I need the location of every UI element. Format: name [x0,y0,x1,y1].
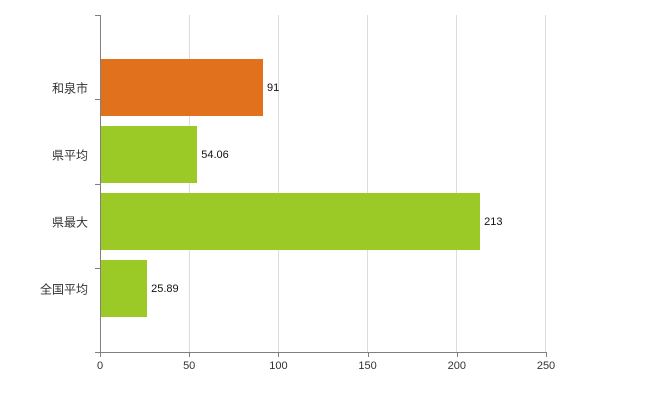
category-axis-labels: 和泉市県平均県最大全国平均 [0,15,94,352]
x-axis-tick-label: 150 [358,360,377,372]
x-axis-tick [189,352,191,357]
bar-value-label: 54.06 [201,148,229,161]
gridline [278,15,279,352]
x-axis-tick [456,352,458,357]
gridline [456,15,457,352]
value-axis-labels: 0 50 100 150 200 250 [96,352,555,378]
category-label: 県平均 [51,148,88,162]
bar-県最大 [101,193,481,250]
y-axis-tick [95,183,101,185]
gridline [545,15,546,352]
gridline [367,15,368,352]
bar-value-label: 91 [266,81,280,94]
x-axis-tick [278,352,280,357]
x-axis-tick-label: 250 [536,360,556,372]
gridline [189,15,190,352]
y-axis-tick [95,352,101,353]
x-axis-tick-label: 50 [183,360,196,372]
plot-area: 91 54.06 213 25.89 [95,15,546,353]
x-axis-tick-label: 200 [447,360,466,372]
y-axis-tick [95,15,101,16]
bar-全国平均 [101,260,148,317]
bar-value-label: 213 [484,215,503,228]
bar-和泉市 [101,59,263,116]
x-axis-tick [100,352,101,357]
bar-県平均 [101,126,198,183]
category-label: 和泉市 [51,81,88,95]
x-axis-tick [546,352,547,357]
x-axis-tick-label: 0 [96,360,104,372]
x-axis-tick-label: 100 [269,360,288,372]
bar-value-label: 25.89 [151,282,179,295]
category-label: 全国平均 [39,282,88,296]
category-label: 県最大 [51,215,88,229]
y-axis-tick [95,267,101,269]
x-axis-tick [367,352,369,357]
y-axis-tick [95,99,101,101]
